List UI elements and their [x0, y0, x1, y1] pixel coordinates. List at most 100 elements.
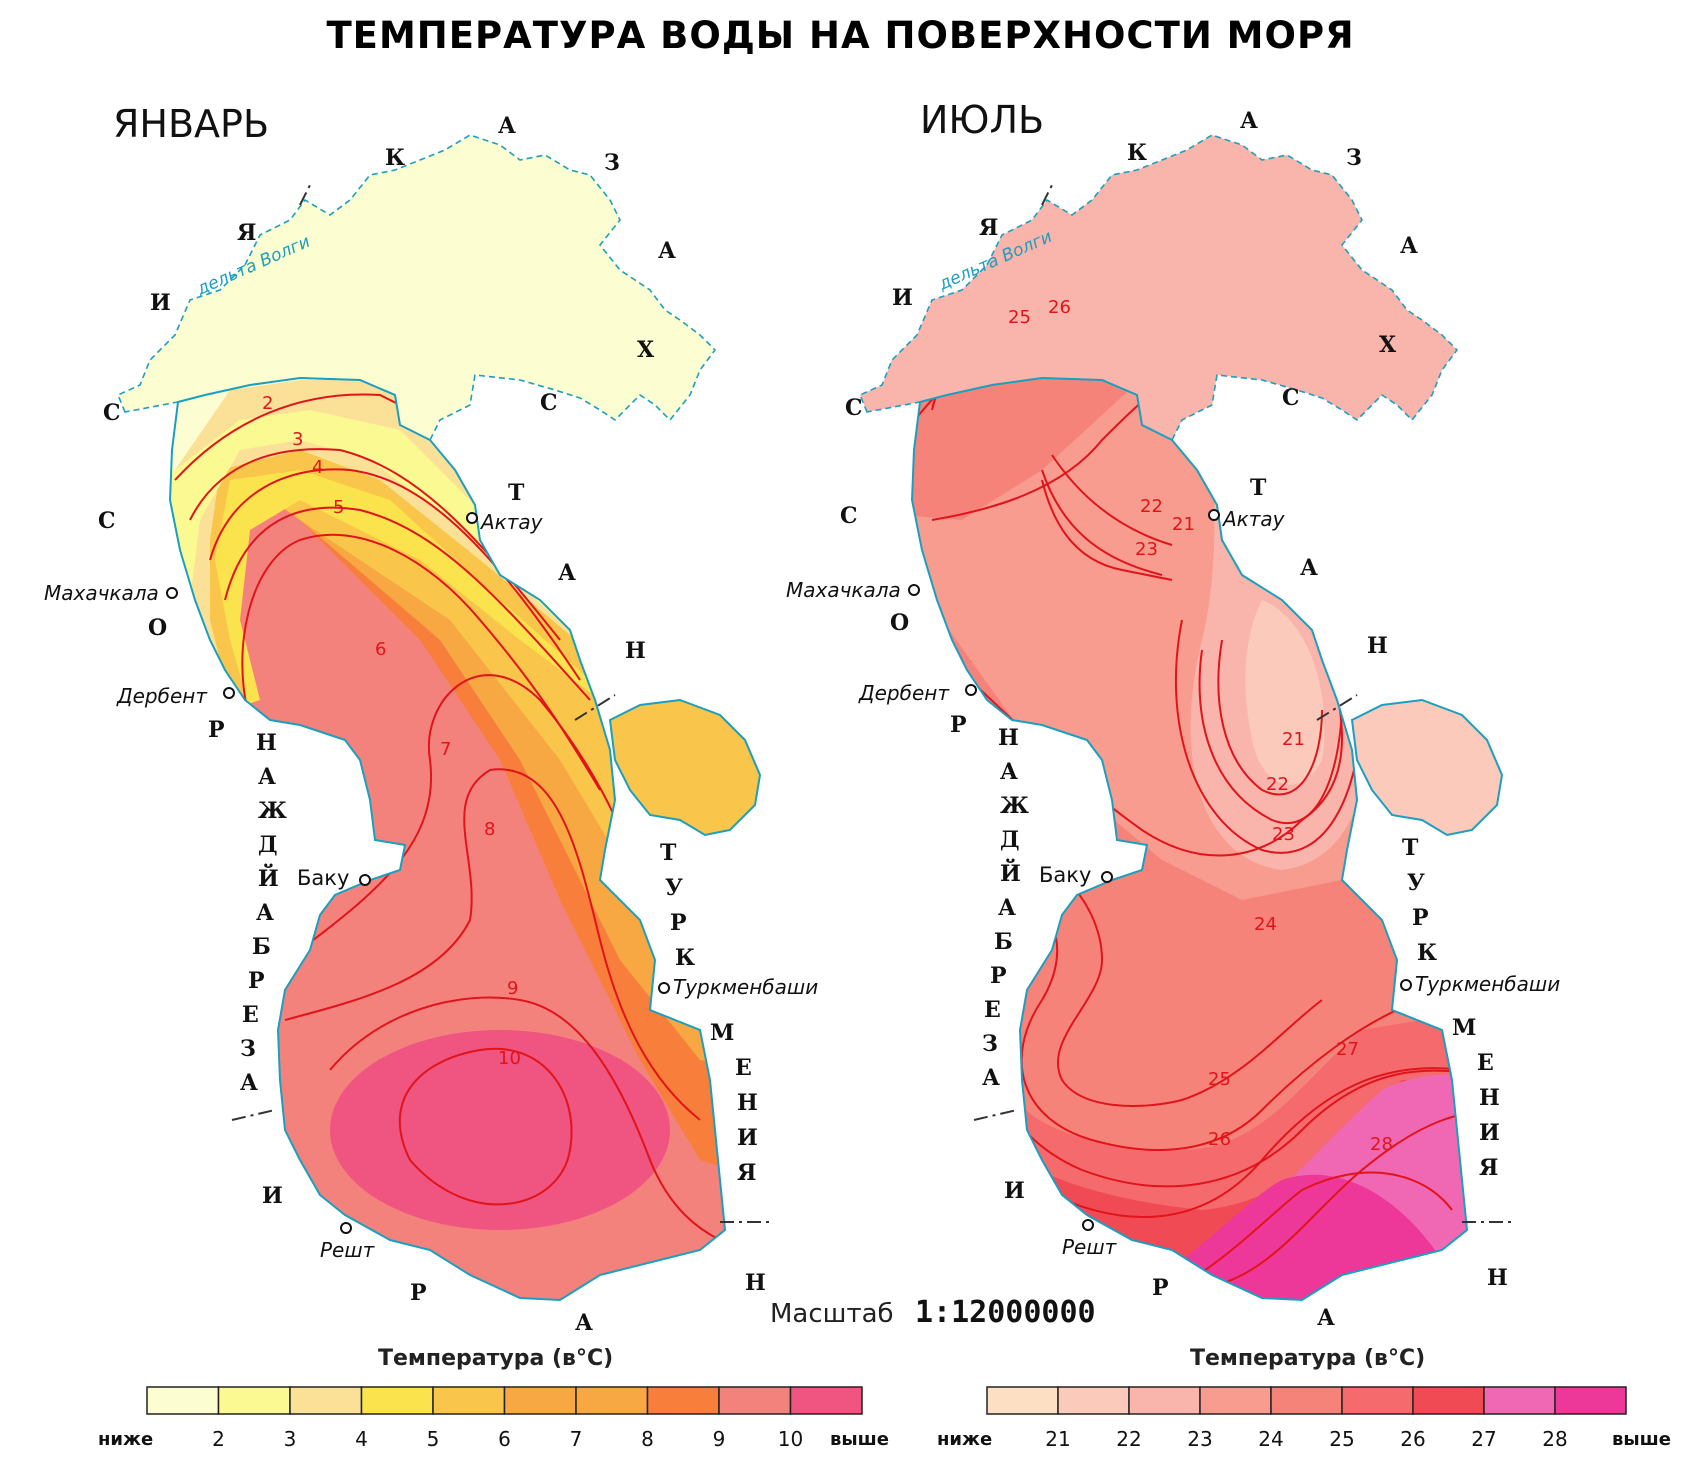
iso-label-5: 5: [333, 497, 344, 518]
az-letter: Й: [1000, 858, 1021, 887]
kz-letter: Н: [625, 638, 646, 664]
az-letter: Й: [258, 863, 279, 892]
az-letter: Б: [252, 934, 271, 960]
ru-letter: О: [890, 610, 909, 636]
kz-letter: Т: [1250, 475, 1267, 501]
july-legend-swatch-7: [1483, 1386, 1556, 1415]
january-legend-tick-label: 6: [498, 1427, 511, 1451]
ru-letter: С: [103, 400, 121, 426]
city-aktau: Актау: [479, 510, 544, 534]
az-letter: А: [258, 764, 276, 790]
iso-label-6: 6: [375, 639, 386, 660]
city-derbent: Дербент: [116, 684, 208, 708]
january-legend-swatch-6: [575, 1386, 649, 1415]
july-panel: ИЮЛЬ: [786, 98, 1560, 1331]
az-letter: Р: [990, 963, 1007, 989]
january-country-labels: К А З А Х С Т А Н Я И С С О Р А З Е Р Б …: [98, 113, 766, 1336]
az-letter: Д: [1000, 827, 1020, 853]
kz-letter: А: [498, 113, 516, 139]
july-label: ИЮЛЬ: [920, 98, 1044, 142]
kz-letter: Н: [1367, 633, 1388, 659]
january-legend-tick-label: 2: [212, 1427, 225, 1451]
july-legend-tick-label: 27: [1471, 1427, 1496, 1451]
az-letter: А: [998, 895, 1016, 921]
kz-letter: А: [558, 560, 576, 586]
scale-label: Масштаб: [770, 1299, 894, 1329]
january-legend-tick-label: 3: [284, 1427, 297, 1451]
ru-letter: С: [845, 395, 863, 421]
july-legend-tick-label: 28: [1542, 1427, 1567, 1451]
tm-letter: К: [1417, 940, 1437, 966]
legend-title: Температура (в°С): [378, 1346, 613, 1371]
ru-letter: О: [148, 615, 167, 641]
az-letter: Ж: [1000, 793, 1029, 819]
ru-letter: С: [840, 503, 858, 529]
iso-label-22: 22: [1140, 496, 1163, 517]
kz-letter: А: [658, 238, 676, 264]
january-legend-tick-label: 9: [713, 1427, 726, 1451]
iso-label-26: 26: [1048, 297, 1071, 318]
july-legend-swatch-4: [1270, 1386, 1343, 1415]
july-legend: Температура (в°С) ниже выше 21 22 23 24 25 26…: [937, 1346, 1671, 1451]
legend-swatches: [986, 1386, 1627, 1415]
legend-ticks: 2 3 4 5 6 7 8 9 10: [212, 1427, 803, 1451]
tm-letter: У: [665, 875, 683, 901]
july-legend-tick-label: 22: [1116, 1427, 1141, 1451]
iso-label-21: 21: [1172, 514, 1195, 535]
iso-label-23: 23: [1135, 539, 1158, 560]
tm-letter: Т: [660, 840, 677, 866]
az-letter: Е: [984, 997, 1001, 1023]
tm-letter: Е: [735, 1055, 752, 1081]
july-legend-swatch-5: [1341, 1386, 1414, 1415]
kz-letter: А: [1240, 108, 1258, 134]
ru-letter: И: [150, 290, 171, 316]
az-letter: Р: [248, 968, 265, 994]
tm-letter: И: [1479, 1120, 1500, 1146]
iso-label-25: 25: [1008, 307, 1031, 328]
july-legend-swatch-2: [1128, 1386, 1201, 1415]
az-letter: А: [1000, 759, 1018, 785]
january-legend-swatch-1: [217, 1386, 291, 1415]
tm-letter: Т: [1402, 835, 1419, 861]
january-legend-tick-label: 7: [570, 1427, 583, 1451]
ir-letter: А: [575, 1310, 593, 1336]
ru-letter: С: [98, 508, 116, 534]
iso-label-28: 28: [1370, 1134, 1393, 1155]
tm-letter: М: [710, 1020, 734, 1046]
ru-letter: Я: [237, 220, 256, 246]
tm-letter: У: [1407, 870, 1425, 896]
legend-below: ниже: [937, 1429, 992, 1450]
january-legend-swatch-9: [789, 1386, 863, 1415]
ru-letter: Я: [979, 215, 998, 241]
az-letter: А: [240, 1070, 258, 1096]
tm-letter: Я: [1479, 1155, 1498, 1181]
january-cities: Актау Махачкала Дербент Баку Туркменбаши…: [44, 510, 818, 1262]
july-legend-tick-label: 25: [1329, 1427, 1354, 1451]
legend-ticks: 21 22 23 24 25 26 27 28: [1045, 1427, 1567, 1451]
january-legend-swatch-5: [503, 1386, 577, 1415]
tm-letter: Р: [1412, 905, 1429, 931]
iso-label-23: 23: [1272, 824, 1295, 845]
az-letter: Ж: [258, 798, 287, 824]
city-baku: Баку: [297, 866, 349, 890]
tm-letter: И: [737, 1125, 758, 1151]
january-legend-swatch-8: [718, 1386, 792, 1415]
ir-letter: И: [262, 1183, 283, 1209]
ir-letter: А: [1317, 1305, 1335, 1331]
july-country-labels: К А З А Х С Т А Н Я И С С О Р А З Е Р Б …: [840, 108, 1508, 1331]
january-legend-swatch-0: [146, 1386, 220, 1415]
city-derbent: Дербент: [858, 681, 950, 705]
january-legend-tick-label: 4: [355, 1427, 368, 1451]
july-legend-swatch-0: [986, 1386, 1059, 1415]
scale: Масштаб 1:12000000: [770, 1295, 1096, 1330]
july-legend-swatch-8: [1554, 1386, 1627, 1415]
january-legend-swatch-3: [360, 1386, 434, 1415]
iso-label-3: 3: [292, 429, 303, 450]
az-letter: Н: [256, 730, 277, 756]
az-letter: А: [256, 900, 274, 926]
kz-letter: А: [1300, 555, 1318, 581]
iso-label-21: 21: [1282, 729, 1305, 750]
january-label: ЯНВАРЬ: [113, 102, 269, 146]
july-legend-tick-label: 21: [1045, 1427, 1070, 1451]
january-legend-tick-label: 10: [778, 1427, 803, 1451]
